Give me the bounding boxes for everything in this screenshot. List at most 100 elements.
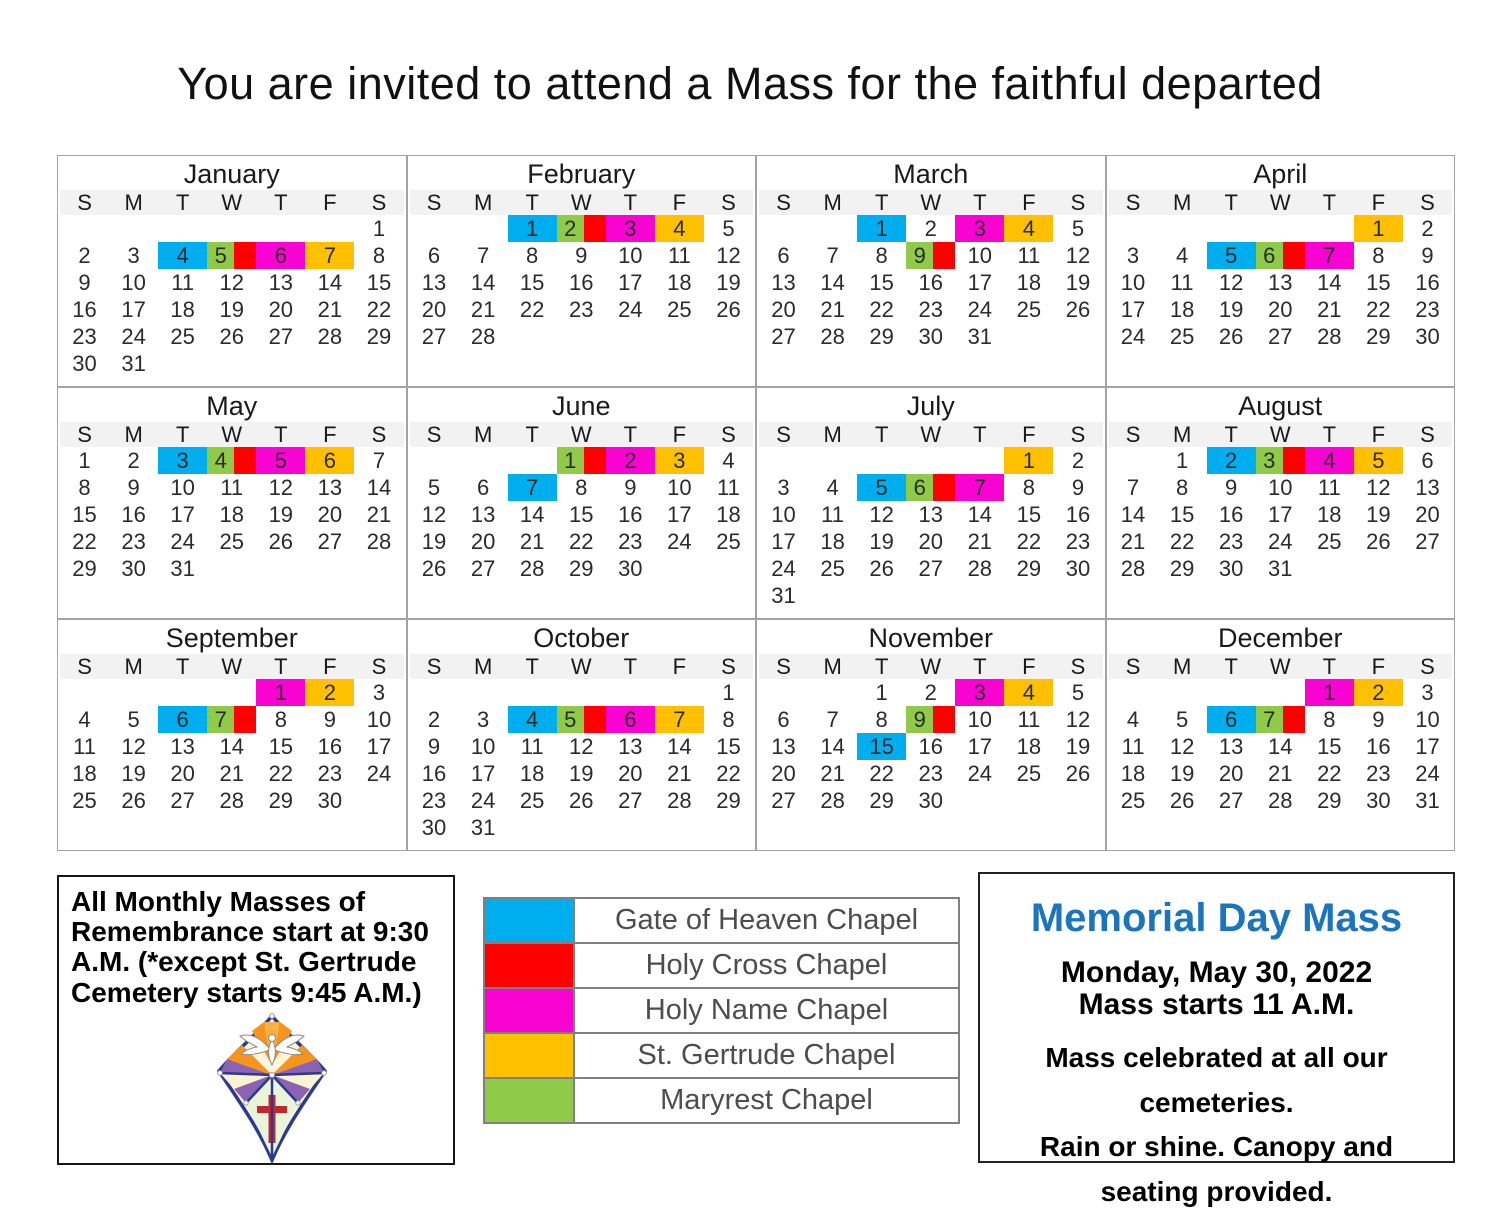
day-cell: 21 [1268, 761, 1293, 786]
highlighted-day-gertrude: 4 [654, 215, 704, 242]
day-cell [256, 350, 305, 377]
day-cell: 19 [1065, 270, 1091, 295]
day-cell: 25 [1317, 529, 1342, 554]
week-row: 6 7 8 9 10 11 12 [759, 242, 1103, 269]
highlighted-day-gertrude: 5 [1353, 447, 1403, 474]
weekday-label: F [323, 422, 337, 447]
weekday-label: T [623, 190, 638, 215]
day-cell: 9 [1071, 475, 1085, 500]
day-cell [557, 323, 606, 350]
month-title: August [1238, 391, 1323, 421]
weekday-label: T [525, 190, 539, 215]
day-cell: 10 [667, 475, 692, 500]
day-cell [109, 679, 158, 706]
day-cell: 17 [967, 734, 993, 759]
day-cell: 11 [520, 734, 544, 759]
week-row: 1 [60, 215, 404, 242]
day-cell: 28 [820, 324, 845, 349]
day-cell [808, 679, 857, 706]
weekday-label: F [672, 422, 687, 447]
day-cell: 25 [72, 788, 97, 813]
day-cell: 4 [78, 707, 91, 732]
day-cell [704, 555, 753, 582]
day-cell: 13 [317, 475, 343, 500]
highlighted-day-name: 4 [1304, 447, 1354, 474]
highlighted-day-gertrude: 2 [305, 679, 355, 706]
week-row: 20 21 22 23 24 25 26 [759, 760, 1103, 787]
day-cell: 22 [1016, 529, 1042, 554]
weekday-label: M [124, 422, 143, 447]
day-cell: 2 [78, 243, 91, 268]
day-cell: 18 [716, 502, 741, 527]
weekday-label: S [426, 422, 442, 447]
highlighted-day-gertrude: 2 [1353, 679, 1403, 706]
day-cell: 21 [1120, 529, 1146, 554]
day-cell: 27 [771, 324, 796, 349]
day-cell: 24 [470, 788, 496, 813]
day-cell [759, 215, 808, 242]
day-cell: 29 [716, 788, 741, 813]
month-title: December [1217, 623, 1343, 653]
day-cell: 26 [219, 324, 244, 349]
day-cell: 6 [777, 243, 790, 268]
day-cell: 17 [1415, 734, 1440, 759]
weekday-label: S [1070, 654, 1086, 679]
day-cell: 29 [1366, 324, 1391, 349]
highlighted-day-gertrude: 1 [1004, 447, 1054, 474]
weekday-label: S [776, 422, 791, 447]
day-cell: 30 [421, 815, 447, 840]
day-cell: 16 [569, 270, 594, 295]
day-cell: 27 [470, 556, 496, 581]
day-cell: 27 [268, 324, 294, 349]
highlighted-day-split: 5 [556, 706, 606, 733]
day-cell: 19 [1366, 502, 1391, 527]
day-cell: 8 [575, 475, 588, 500]
day-cell [207, 350, 256, 377]
week-row: 25 26 27 28 29 30 31 [1109, 787, 1453, 814]
day-cell: 1 [1175, 448, 1189, 473]
day-cell: 8 [1022, 475, 1035, 500]
weekday-label: S [426, 190, 442, 215]
day-cell: 28 [1268, 788, 1293, 813]
day-cell: 2 [127, 448, 140, 473]
month-november: November S M T W T F S 1 2 3 4 5 6 7 8 9 10 11 12 13 14 15 16 17… [756, 619, 1106, 851]
day-cell: 25 [219, 529, 244, 554]
weekday-label: T [1224, 654, 1238, 679]
day-cell: 12 [121, 734, 146, 759]
day-cell: 30 [317, 788, 343, 813]
week-row: 6 7 8 9 10 11 12 [759, 706, 1103, 733]
day-cell: 18 [1317, 502, 1342, 527]
day-cell: 25 [1120, 788, 1146, 813]
week-row: 15 16 17 18 19 20 21 [60, 501, 404, 528]
day-cell [955, 447, 1004, 474]
week-row: 25 26 27 28 29 30 [60, 787, 404, 814]
day-cell: 14 [1120, 502, 1146, 527]
day-cell: 10 [1268, 475, 1293, 500]
highlighted-day-gate: 3 [158, 447, 208, 474]
day-cell: 30 [618, 556, 643, 581]
weekday-label: T [874, 422, 889, 447]
weekday-label: S [1420, 422, 1435, 447]
day-cell: 20 [170, 761, 195, 786]
highlighted-day-name: 1 [256, 679, 306, 706]
day-cell: 21 [366, 502, 392, 527]
day-cell [655, 323, 704, 350]
weekday-label: T [525, 422, 539, 447]
day-cell: 23 [918, 297, 943, 322]
highlighted-day-name: 6 [605, 706, 655, 733]
day-cell: 10 [967, 243, 993, 268]
weekday-label: T [175, 190, 190, 215]
highlighted-day-gate: 4 [158, 242, 208, 269]
day-cell: 7 [826, 243, 839, 268]
day-cell [1354, 555, 1403, 582]
highlighted-day-name: 3 [605, 215, 655, 242]
weekday-label: T [175, 422, 190, 447]
weekday-label: M [473, 190, 493, 215]
highlighted-day-split: 9 [906, 706, 956, 733]
legend: Gate of Heaven Chapel Holy Cross Chapel Ho… [483, 897, 960, 1124]
